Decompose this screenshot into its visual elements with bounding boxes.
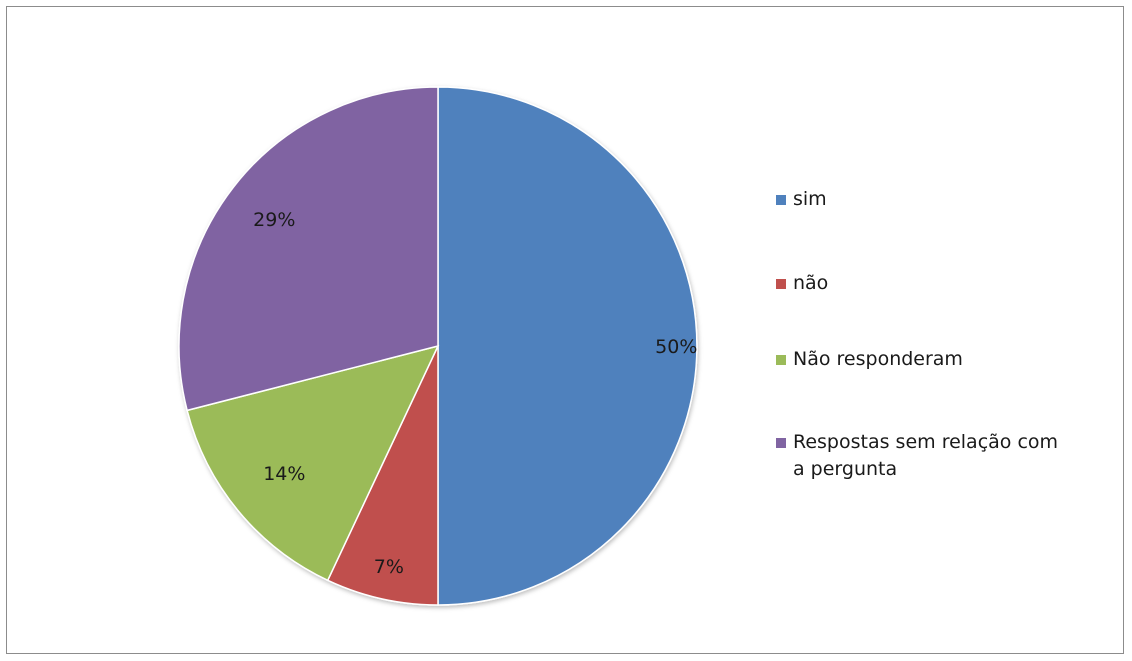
pie-slice-2 [186, 344, 440, 582]
slice-label-2: 14% [263, 463, 305, 485]
pie-slice-3 [178, 86, 439, 412]
pie-slice-0 [437, 86, 698, 606]
legend-label-0: sim [793, 188, 827, 210]
slice-label-3: 29% [253, 209, 295, 231]
legend-swatch-1 [776, 279, 786, 289]
legend-item-0: sim [776, 186, 1063, 213]
slice-label-1: 7% [374, 556, 404, 578]
legend-swatch-2 [776, 355, 786, 365]
pie-slice-1 [326, 345, 439, 606]
legend-item-2: Não responderam [776, 346, 1063, 373]
slice-label-0: 50% [655, 336, 697, 358]
legend-swatch-3 [776, 438, 786, 448]
legend-label-1: não [793, 272, 829, 294]
legend-label-3: Respostas sem relação com a pergunta [793, 431, 1059, 480]
legend-label-2: Não responderam [793, 348, 963, 370]
legend-item-3: Respostas sem relação com a pergunta [776, 429, 1063, 483]
legend-swatch-0 [776, 195, 786, 205]
legend-item-1: não [776, 270, 1063, 297]
